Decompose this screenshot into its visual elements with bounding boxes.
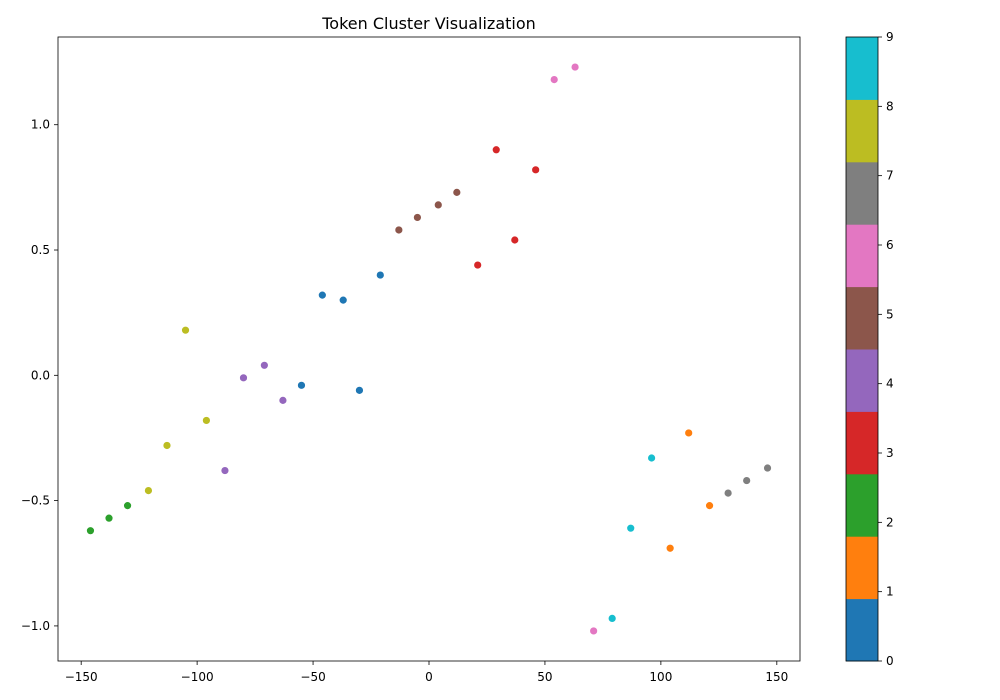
colorbar-tick-label: 8 [886, 99, 894, 113]
colorbar-tick-label: 0 [886, 654, 894, 668]
y-tick-label: −0.5 [21, 494, 50, 508]
data-point [763, 464, 772, 472]
data-point [105, 514, 113, 522]
data-point [376, 271, 384, 279]
data-point [221, 466, 229, 475]
data-point [279, 396, 287, 404]
data-point [590, 627, 598, 635]
data-point [260, 361, 268, 369]
chart-title: Token Cluster Visualization [321, 14, 536, 33]
colorbar-tick-label: 7 [886, 169, 894, 183]
x-tick-label: −50 [300, 670, 325, 684]
data-point [318, 291, 326, 299]
data-point [532, 166, 540, 174]
data-point [724, 489, 732, 497]
data-point [571, 63, 579, 71]
colorbar-tick-label: 2 [886, 515, 894, 529]
colorbar-frame [845, 36, 879, 662]
data-point [202, 416, 210, 425]
colorbar-segment [846, 224, 878, 288]
data-point [492, 146, 500, 154]
data-point [453, 188, 461, 196]
data-point [743, 476, 751, 485]
data-point [355, 386, 364, 394]
data-point [395, 226, 403, 234]
data-point [627, 524, 635, 532]
colorbar-tick-label: 1 [886, 585, 894, 599]
data-point [239, 374, 248, 382]
colorbar-segment [846, 411, 878, 475]
colorbar-tick-label: 3 [886, 446, 894, 460]
colorbar-segment [846, 99, 878, 163]
colorbar-tick-label: 6 [886, 238, 894, 252]
data-point [474, 261, 482, 269]
y-tick-label: 0.0 [31, 368, 50, 382]
data-point [413, 213, 422, 222]
colorbar-tick-label: 5 [886, 307, 894, 321]
data-point [123, 502, 132, 510]
colorbar-segment [846, 349, 878, 412]
x-tick-label: 150 [765, 670, 788, 684]
axes-layer: −150 −100 −50 0 50 100 150 −1.0 −0.5 0.0 0.5 1.0 [21, 36, 801, 684]
y-tick-label: 1.0 [31, 118, 50, 132]
colorbar-segment [846, 37, 878, 100]
data-point [181, 326, 190, 334]
x-tick-label: 100 [649, 670, 672, 684]
colorbar-segment [846, 161, 878, 225]
colorbar-tick-label: 9 [886, 30, 894, 44]
data-point [666, 544, 674, 552]
colorbar-segment [846, 536, 878, 600]
x-tick-label: 0 [425, 670, 433, 684]
data-point [339, 296, 347, 304]
data-point [685, 429, 693, 437]
points-layer [86, 63, 772, 635]
data-point [144, 486, 153, 495]
plot-frame [57, 36, 801, 662]
data-point [550, 76, 558, 84]
data-point [608, 614, 616, 622]
colorbar: 0 1 2 3 4 5 6 7 8 9 [845, 30, 894, 668]
data-point [511, 236, 519, 244]
colorbar-segment [846, 473, 878, 537]
data-point [434, 201, 442, 209]
x-tick-label: −100 [181, 670, 214, 684]
x-tick-label: −150 [65, 670, 98, 684]
colorbar-segment [846, 598, 878, 662]
data-point [297, 381, 306, 389]
x-tick-label: 50 [537, 670, 552, 684]
data-point [705, 502, 714, 510]
data-point [86, 527, 95, 535]
data-point [163, 441, 171, 450]
colorbar-tick-label: 4 [886, 377, 894, 391]
colorbar-segment [846, 286, 878, 350]
y-tick-label: −1.0 [21, 619, 50, 633]
y-tick-label: 0.5 [31, 243, 50, 257]
data-point [647, 454, 656, 462]
